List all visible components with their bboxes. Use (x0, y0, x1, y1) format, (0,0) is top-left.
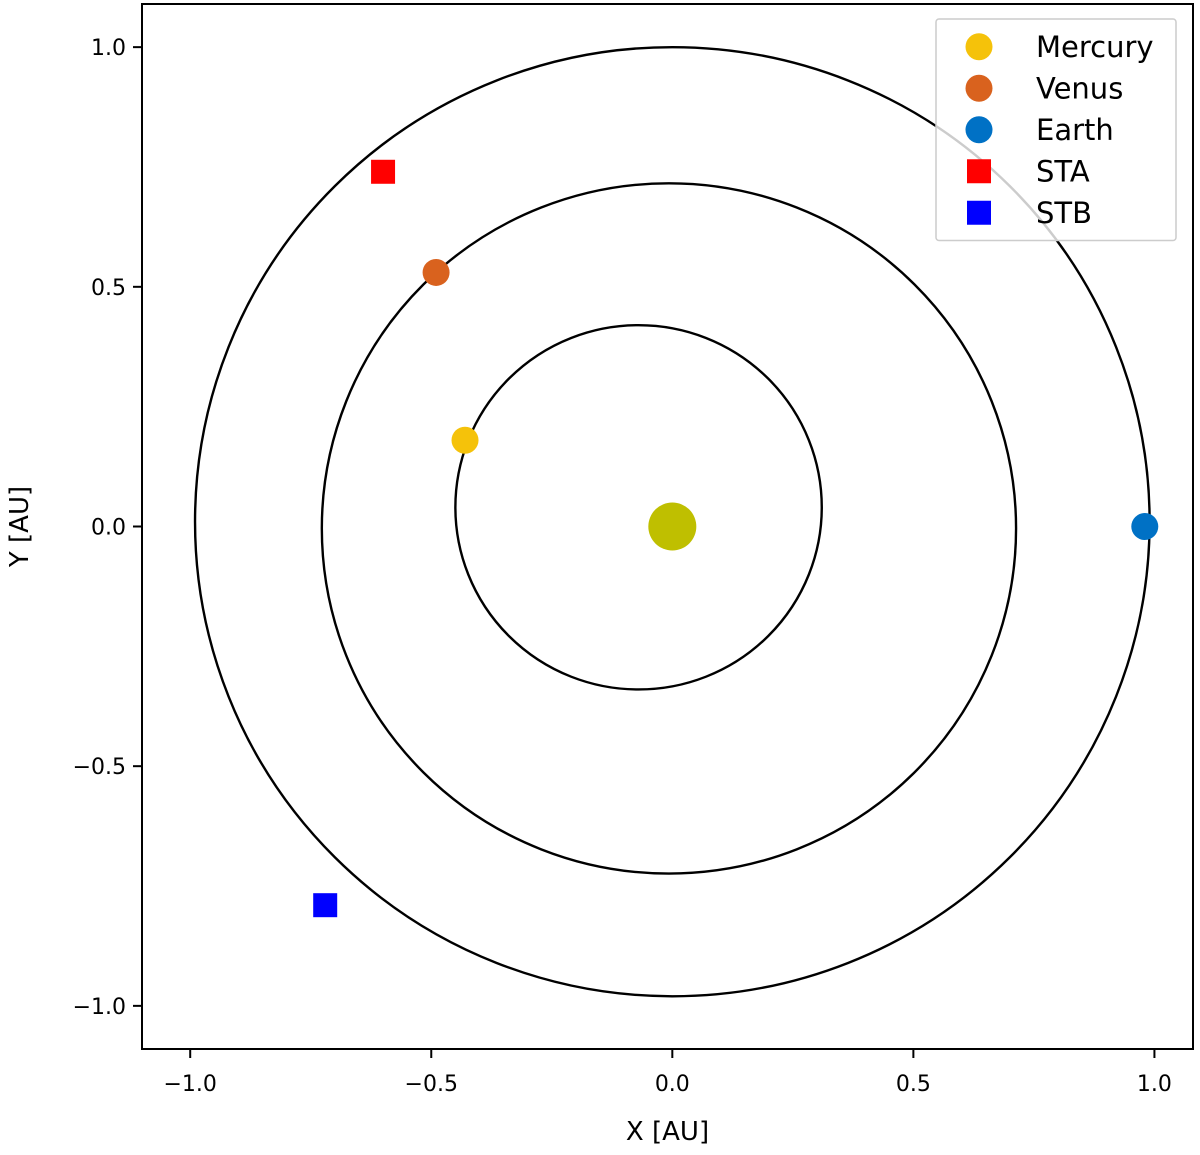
point-earth (1131, 513, 1159, 540)
x-tick-label: −0.5 (405, 1072, 458, 1097)
y-axis-title: Y [AU] (5, 486, 35, 568)
legend-marker-stb (967, 200, 991, 225)
orbit-ring-2 (320, 182, 1018, 875)
legend-box (935, 18, 1177, 242)
x-axis: −1.0 −0.5 0.0 0.5 1.0 (164, 1049, 1172, 1097)
legend-label-sta: STA (1036, 154, 1090, 188)
legend-marker-earth (965, 116, 993, 144)
data-points-layer (313, 159, 1159, 918)
y-tick-label: −0.5 (73, 755, 126, 780)
legend-marker-mercury (965, 33, 993, 61)
point-sta (371, 159, 396, 184)
orbit-ring-1 (454, 323, 823, 691)
x-axis-title: X [AU] (626, 1117, 709, 1147)
y-tick-label: 0.5 (91, 276, 126, 301)
sun-layer (648, 502, 697, 551)
legend-label-mercury: Mercury (1036, 30, 1154, 64)
legend: Mercury Venus Earth STA STB (935, 18, 1177, 242)
y-tick-label: −1.0 (73, 995, 126, 1020)
y-axis: −1.0 −0.5 0.0 0.5 1.0 (73, 36, 142, 1020)
x-tick-label: 0.5 (896, 1072, 931, 1097)
point-mercury (451, 426, 479, 454)
legend-label-venus: Venus (1036, 71, 1123, 105)
point-stb (313, 893, 338, 918)
legend-label-earth: Earth (1036, 113, 1114, 147)
sun-marker (648, 502, 697, 551)
x-tick-label: 0.0 (655, 1072, 690, 1097)
x-tick-label: −1.0 (164, 1072, 217, 1097)
x-tick-label: 1.0 (1137, 1072, 1172, 1097)
legend-marker-sta (967, 159, 991, 184)
legend-label-stb: STB (1036, 196, 1092, 230)
y-tick-label: 0.0 (91, 516, 126, 541)
y-tick-label: 1.0 (91, 36, 126, 61)
legend-marker-venus (965, 74, 993, 102)
point-venus (422, 258, 450, 286)
